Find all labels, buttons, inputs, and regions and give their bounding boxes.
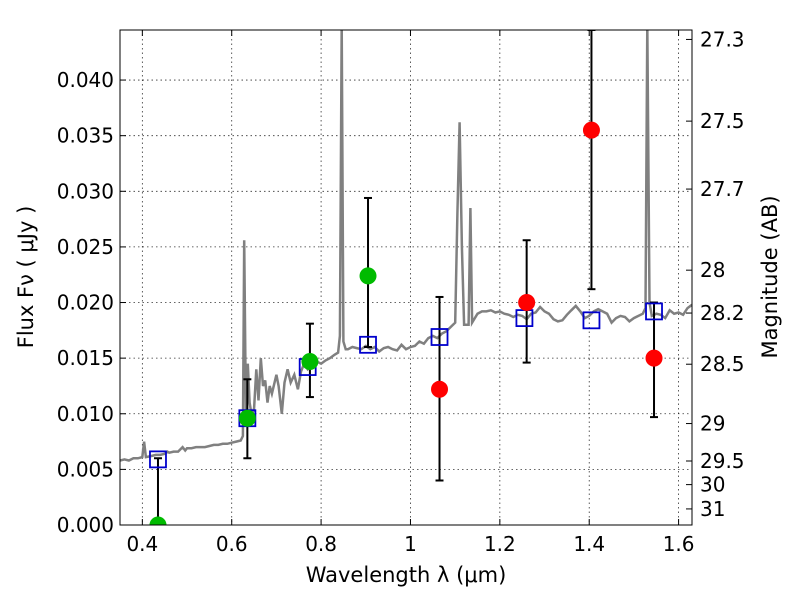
x-axis-label: Wavelength λ (μm) [306,563,507,587]
y-tick-label: 0.025 [57,235,114,259]
y-tick-label: 0.035 [57,124,114,148]
y-axis-label: Flux Fν ( μJy ) [14,206,38,349]
observed-flux-point [645,349,663,367]
y-axis-ticks: 0.000 0.005 0.010 0.015 0.020 0.025 0.030 0.035… [57,68,126,537]
x-tick-label: 0.6 [216,532,248,556]
magnitude-tick-label: 27.7 [700,177,745,201]
x-tick-label: 1.6 [663,532,695,556]
y-tick-label: 0.030 [57,179,114,203]
filter-flux-square [430,328,449,346]
magnitude-tick-label: 29 [700,412,725,436]
x-tick-label: 1 [404,532,417,556]
plot-area [120,30,692,525]
observed-flux-point [149,516,167,525]
y-tick-label: 0.015 [57,346,114,370]
y-tick-label: 0.000 [57,513,114,537]
x-tick-label: 1.4 [573,532,605,556]
observed-flux-point [301,352,319,370]
x-tick-label: 1.2 [484,532,516,556]
filter-flux-square [149,450,167,469]
magnitude-tick-label: 27.5 [700,109,745,133]
y-tick-label: 0.005 [57,457,114,481]
y-tick-label: 0.040 [57,68,114,92]
x-tick-label: 0.8 [305,532,337,556]
magnitude-tick-label: 29.5 [700,449,745,473]
x-axis-ticks: 0.4 0.6 0.8 1 1.2 1.4 1.6 [126,30,695,556]
observed-flux-point [359,267,377,285]
observed-flux-point [582,121,600,139]
x-tick-label: 0.4 [126,532,158,556]
magnitude-tick-label: 28 [700,258,725,282]
magnitude-tick-label: 28.2 [700,301,745,325]
magnitude-tick-label: 27.3 [700,27,745,51]
observed-flux-point [518,294,536,312]
y-tick-label: 0.020 [57,291,114,315]
filter-flux-square [582,311,601,330]
magnitude-tick-label: 30 [700,473,725,497]
filter-flux-square [359,335,377,354]
filter-flux-square [645,302,663,321]
observed-flux-point [238,409,256,427]
grid [120,30,692,526]
observed-flux-point [431,380,449,398]
y-tick-label: 0.010 [57,402,114,426]
plot-frame [119,29,693,526]
data-markers [149,121,663,525]
model-spectrum-line [120,30,692,462]
magnitude-axis-label: Magnitude (AB) [758,195,782,358]
magnitude-tick-label: 28.5 [700,352,745,376]
error-bars [153,30,659,525]
magnitude-tick-label: 31 [700,497,725,521]
